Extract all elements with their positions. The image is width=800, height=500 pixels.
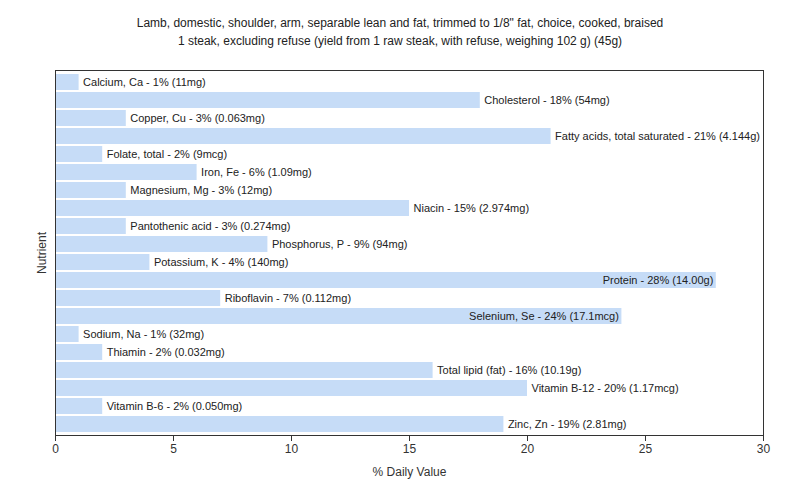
svg-text:10: 10	[285, 442, 299, 456]
svg-text:Calcium, Ca - 1% (11mg): Calcium, Ca - 1% (11mg)	[83, 76, 206, 88]
svg-text:Selenium, Se - 24% (17.1mcg): Selenium, Se - 24% (17.1mcg)	[469, 310, 619, 322]
svg-text:0: 0	[52, 442, 59, 456]
svg-text:Iron, Fe - 6% (1.09mg): Iron, Fe - 6% (1.09mg)	[201, 166, 312, 178]
svg-text:Total lipid (fat) - 16% (10.19: Total lipid (fat) - 16% (10.19g)	[437, 364, 581, 376]
svg-text:Potassium, K - 4% (140mg): Potassium, K - 4% (140mg)	[154, 256, 289, 268]
svg-text:Folate, total - 2% (9mcg): Folate, total - 2% (9mcg)	[107, 148, 227, 160]
svg-text:Vitamin B-12 - 20% (1.17mcg): Vitamin B-12 - 20% (1.17mcg)	[532, 382, 679, 394]
svg-text:Niacin - 15% (2.974mg): Niacin - 15% (2.974mg)	[414, 202, 530, 214]
html-text:1 steak, excluding refuse (yie: 1 steak, excluding refuse (yield from 1 …	[177, 34, 623, 48]
svg-text:Cholesterol - 18% (54mg): Cholesterol - 18% (54mg)	[484, 94, 609, 106]
svg-text:Fatty acids, total saturated -: Fatty acids, total saturated - 21% (4.14…	[555, 130, 760, 142]
svg-text:15: 15	[403, 442, 417, 456]
svg-text:Magnesium, Mg - 3% (12mg): Magnesium, Mg - 3% (12mg)	[130, 184, 272, 196]
svg-text:Thiamin - 2% (0.032mg): Thiamin - 2% (0.032mg)	[107, 346, 225, 358]
svg-text:5: 5	[170, 442, 177, 456]
svg-text:Vitamin B-6 - 2% (0.050mg): Vitamin B-6 - 2% (0.050mg)	[107, 400, 243, 412]
svg-text:Copper, Cu - 3% (0.063mg): Copper, Cu - 3% (0.063mg)	[130, 112, 265, 124]
svg-text:Zinc, Zn - 19% (2.81mg): Zinc, Zn - 19% (2.81mg)	[508, 418, 627, 430]
svg-text:Phosphorus, P - 9% (94mg): Phosphorus, P - 9% (94mg)	[272, 238, 408, 250]
svg-text:Nutrient: Nutrient	[35, 231, 49, 274]
svg-text:30: 30	[757, 442, 771, 456]
svg-text:Riboflavin - 7% (0.112mg): Riboflavin - 7% (0.112mg)	[225, 292, 351, 304]
svg-text:20: 20	[521, 442, 535, 456]
svg-text:25: 25	[639, 442, 653, 456]
svg-text:Protein - 28% (14.00g): Protein - 28% (14.00g)	[603, 274, 714, 286]
svg-text:Sodium, Na - 1% (32mg): Sodium, Na - 1% (32mg)	[83, 328, 204, 340]
html-text:Lamb, domestic, shoulder, arm,: Lamb, domestic, shoulder, arm, separable…	[136, 16, 664, 30]
svg-text:% Daily Value: % Daily Value	[373, 465, 447, 479]
svg-text:Pantothenic acid - 3% (0.274mg: Pantothenic acid - 3% (0.274mg)	[130, 220, 290, 232]
